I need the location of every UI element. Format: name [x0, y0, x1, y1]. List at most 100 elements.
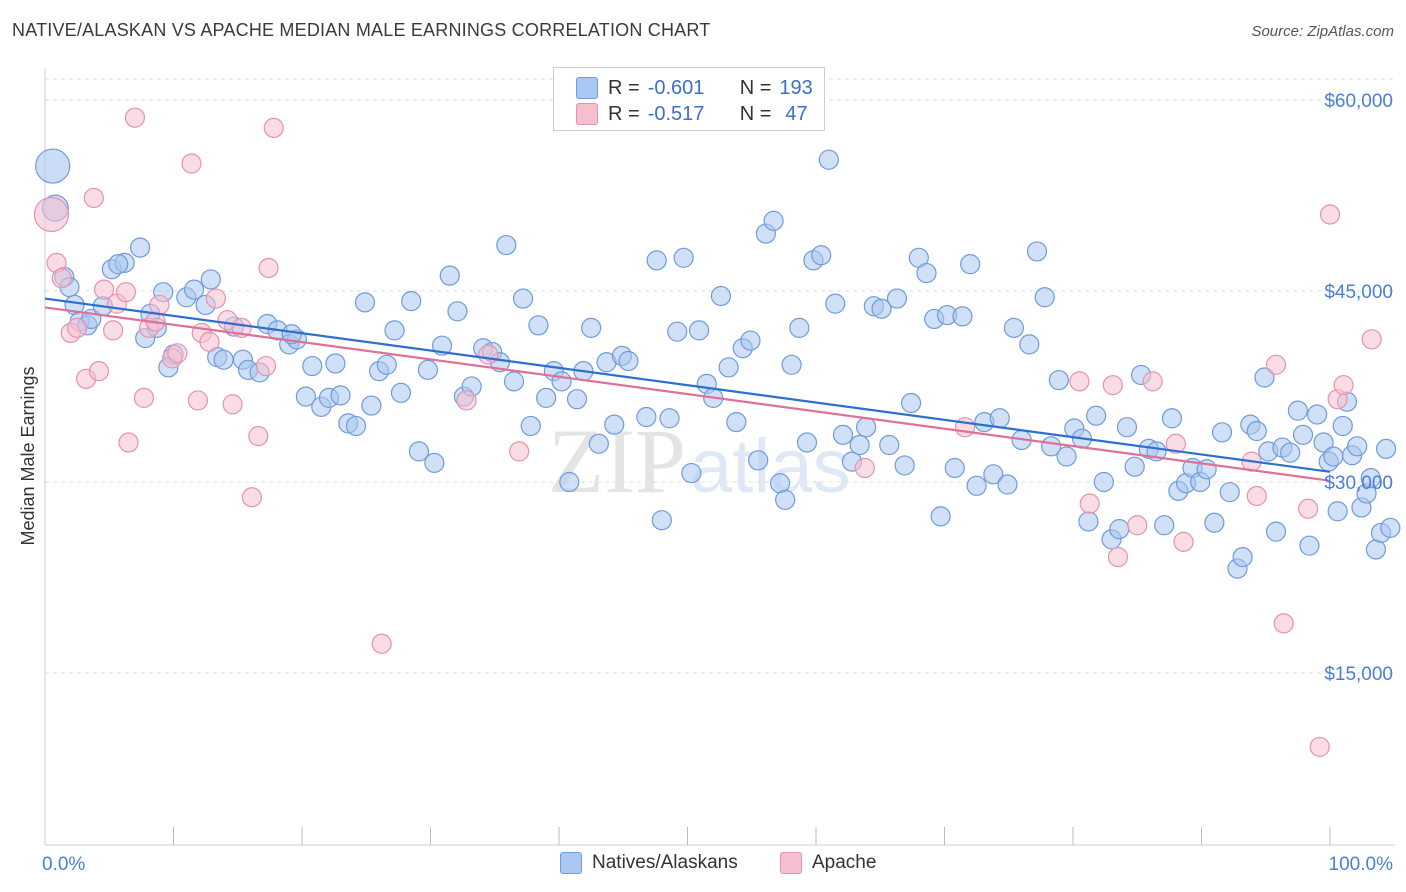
natives-point	[1056, 446, 1077, 467]
legend-item-natives: Natives/Alaskans	[560, 852, 738, 874]
natives-point	[916, 262, 937, 284]
apache-point	[199, 331, 220, 352]
natives-point	[108, 254, 129, 275]
y-tick-label: $45,000	[1324, 282, 1393, 303]
apache-legend-label: Apache	[812, 852, 877, 873]
apache-point	[94, 279, 115, 300]
natives-point	[200, 269, 221, 290]
natives-point	[559, 471, 580, 493]
apache-point	[1127, 515, 1148, 536]
apache-point	[854, 457, 875, 479]
natives-point	[424, 452, 445, 473]
natives-point	[618, 350, 639, 372]
natives-point	[1360, 468, 1381, 489]
natives-point	[1204, 512, 1225, 533]
apache-point	[124, 107, 146, 128]
apache-point	[478, 344, 499, 365]
natives-point	[646, 250, 667, 271]
apache-point	[1069, 371, 1090, 392]
apache-point	[88, 361, 110, 382]
natives-point	[376, 354, 397, 375]
natives-point	[966, 475, 987, 496]
natives-point	[856, 417, 877, 438]
natives-point	[528, 315, 549, 336]
natives-n-value: 193	[779, 76, 813, 99]
apache-point	[954, 417, 976, 438]
legend-row-apache: R = -0.517 N = 47	[576, 102, 808, 126]
apache-point	[456, 390, 477, 411]
apache-point	[1361, 329, 1382, 350]
apache-point	[67, 317, 88, 338]
natives-point	[1299, 535, 1320, 556]
apache-point	[83, 187, 104, 209]
natives-point	[781, 354, 802, 375]
x-tick-label-min: 0.0%	[42, 854, 85, 875]
apache-r-value: -0.517	[647, 102, 705, 125]
apache-point	[258, 257, 279, 279]
watermark: ZIP atlas	[548, 410, 851, 512]
chart-title: NATIVE/ALASKAN VS APACHE MEDIAN MALE EAR…	[12, 20, 711, 40]
apache-point	[167, 343, 188, 364]
natives-point	[832, 424, 854, 445]
natives-point	[763, 210, 784, 231]
natives-point	[604, 414, 625, 435]
apache-n-label: N =	[739, 102, 772, 125]
apache-legend-swatch	[780, 852, 802, 874]
natives-point	[295, 386, 316, 407]
apache-point	[255, 355, 277, 377]
apache-point	[1107, 547, 1129, 568]
natives-point	[1124, 456, 1145, 477]
natives-point	[930, 506, 951, 527]
natives-point	[503, 371, 525, 392]
natives-point	[1078, 511, 1099, 532]
apache-point	[1142, 371, 1163, 392]
natives-point	[879, 434, 900, 456]
natives-point	[325, 353, 346, 374]
natives-point	[1280, 442, 1301, 463]
natives-r-label: R =	[608, 76, 640, 99]
apache-point	[241, 487, 262, 508]
natives-point	[894, 455, 915, 476]
apache-point	[103, 320, 124, 341]
natives-point	[302, 355, 323, 377]
natives-point	[401, 291, 422, 312]
natives-point	[740, 330, 761, 351]
natives-point	[1323, 446, 1344, 467]
natives-point	[997, 474, 1018, 495]
apache-large-point	[33, 196, 70, 233]
natives-point	[960, 254, 981, 275]
natives-point	[581, 317, 602, 338]
y-tick-label: $15,000	[1324, 664, 1393, 685]
natives-legend-label: Natives/Alaskans	[592, 852, 738, 873]
x-tick-label-max: 100.0%	[1329, 854, 1394, 875]
natives-n-label: N =	[739, 76, 772, 99]
natives-point	[849, 434, 870, 456]
apache-point	[1298, 498, 1319, 519]
natives-points	[35, 148, 1401, 579]
natives-point	[213, 349, 234, 370]
apache-point	[1265, 354, 1287, 375]
natives-point	[551, 371, 572, 392]
natives-point	[345, 415, 367, 437]
natives-point	[886, 288, 908, 309]
axes	[44, 68, 1395, 846]
natives-point	[1154, 515, 1175, 536]
natives-point	[1019, 334, 1040, 355]
natives-point	[447, 301, 468, 322]
natives-point	[1347, 436, 1368, 457]
apache-point	[1173, 531, 1194, 552]
natives-point	[1327, 501, 1348, 522]
natives-point	[1219, 482, 1240, 503]
natives-large-point	[35, 148, 71, 184]
natives-point	[1048, 369, 1069, 391]
y-tick-label: $60,000	[1324, 91, 1393, 112]
source-label: Source: ZipAtlas.com	[1251, 23, 1394, 40]
natives-point	[659, 408, 680, 429]
natives-point	[718, 357, 739, 378]
natives-point	[1246, 420, 1267, 442]
natives-point	[1116, 417, 1138, 438]
natives-point	[667, 321, 688, 342]
natives-point	[871, 298, 892, 319]
natives-point	[520, 415, 541, 437]
natives-point	[789, 317, 810, 338]
